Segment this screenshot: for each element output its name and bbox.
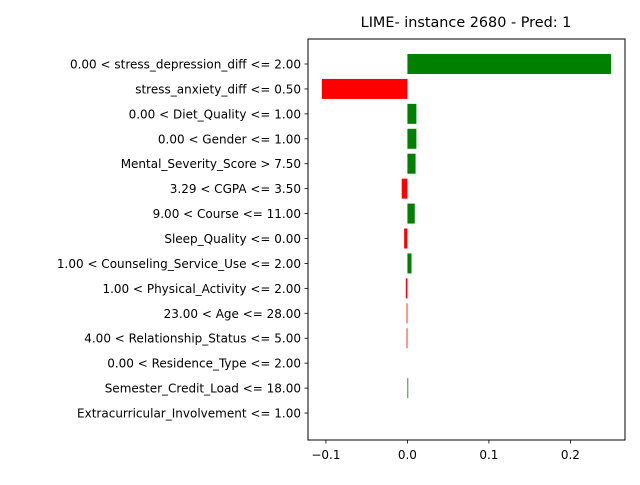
plot-frame — [307, 38, 626, 441]
bar-6 — [407, 203, 415, 224]
bar-10 — [406, 303, 408, 324]
category-label-6: 9.00 < Course <= 11.00 — [153, 207, 301, 221]
category-labels: 0.00 < stress_depression_diff <= 2.00 str… — [57, 58, 301, 421]
bar-2 — [407, 103, 417, 124]
chart-title: LIME- instance 2680 - Pred: 1 — [361, 15, 572, 31]
category-label-11: 4.00 < Relationship_Status <= 5.00 — [84, 332, 301, 346]
bar-0 — [407, 54, 612, 74]
x-tick-label-0: −0.1 — [311, 448, 340, 462]
x-axis-ticks: −0.1 0.0 0.1 0.2 — [304, 63, 580, 462]
x-tick-label-3: 0.2 — [561, 448, 580, 462]
category-label-10: 23.00 < Age <= 28.00 — [164, 307, 301, 321]
category-label-14: Extracurricular_Involvement <= 1.00 — [77, 407, 301, 421]
category-label-5: 3.29 < CGPA <= 3.50 — [170, 182, 301, 196]
bar-3 — [407, 128, 417, 149]
category-label-9: 1.00 < Physical_Activity <= 2.00 — [102, 282, 301, 296]
bar-1 — [321, 78, 408, 99]
category-label-0: 0.00 < stress_depression_diff <= 2.00 — [70, 58, 301, 72]
category-label-1: stress_anxiety_diff <= 0.50 — [135, 82, 301, 96]
x-tick-label-2: 0.1 — [479, 448, 498, 462]
category-label-8: 1.00 < Counseling_Service_Use <= 2.00 — [57, 257, 301, 271]
bar-8 — [407, 253, 412, 274]
bar-4 — [407, 153, 416, 174]
category-label-4: Mental_Severity_Score > 7.50 — [121, 157, 301, 171]
category-label-13: Semester_Credit_Load <= 18.00 — [105, 382, 301, 396]
bar-7 — [404, 228, 408, 249]
bar-9 — [405, 278, 408, 299]
bars-layer — [321, 54, 612, 399]
category-label-2: 0.00 < Diet_Quality <= 1.00 — [129, 107, 301, 121]
bar-11 — [406, 328, 408, 349]
x-tick-label-1: 0.0 — [398, 448, 417, 462]
category-label-7: Sleep_Quality <= 0.00 — [164, 232, 301, 246]
bar-5 — [401, 178, 408, 199]
bar-13 — [407, 378, 409, 399]
category-label-12: 0.00 < Residence_Type <= 2.00 — [107, 357, 301, 371]
category-label-3: 0.00 < Gender <= 1.00 — [158, 132, 301, 146]
